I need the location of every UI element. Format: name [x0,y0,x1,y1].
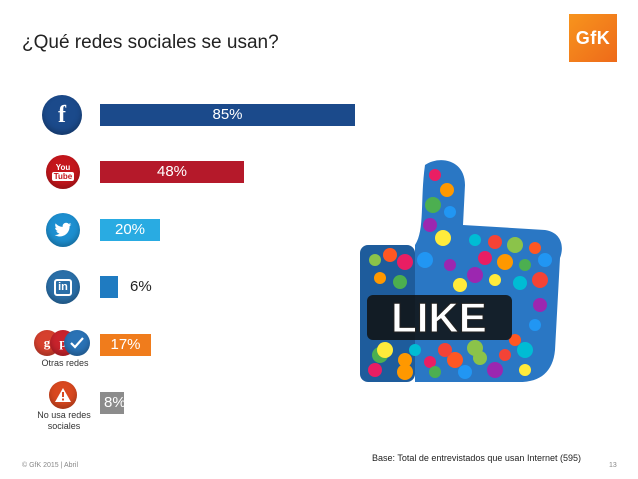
collage-dot [423,218,437,232]
collage-dot [435,230,451,246]
collage-dot [447,352,463,368]
page-title: ¿Qué redes sociales se usan? [22,32,279,53]
collage-dot [424,356,436,368]
collage-dot [467,267,483,283]
collage-dot [397,364,413,380]
collage-dot [509,334,521,346]
gfk-logo: GfK [569,14,617,62]
bar-value-label-5: 17% [110,336,141,353]
twitter-icon [46,213,80,247]
warning-icon [49,381,77,409]
collage-dot [368,363,382,377]
collage-dot [453,278,467,292]
collage-dot [369,254,381,266]
collage-dot [517,342,533,358]
bar-value-label-4: 6% [130,278,152,295]
collage-dot [519,364,531,376]
collage-dot [438,343,452,357]
no-usa-label-line2: sociales [47,421,81,431]
collage-dot [538,253,552,267]
collage-dot [529,242,541,254]
like-thumbs-up-illustration: LIKE [360,160,562,382]
warning-triangle-icon [55,388,71,402]
collage-dot [429,366,441,378]
collage-dot [487,362,503,378]
bar-4 [100,276,118,298]
bar-1 [100,104,355,126]
youtube-icon-tube: Tube [51,172,75,181]
check-icon [70,337,84,349]
collage-dot [497,254,513,270]
bar-value-label-6: 8% [104,394,126,411]
collage-dot [499,349,511,361]
youtube-icon-you: You [55,163,71,172]
twitter-bird-icon [54,222,72,237]
collage-dot [377,342,393,358]
bar-value-label-2: 48% [156,163,188,180]
collage-dot [489,274,501,286]
collage-dot [383,248,397,262]
collage-dot [444,259,456,271]
collage-dot [458,365,472,379]
collage-dot [409,344,421,356]
collage-dot [393,275,407,289]
collage-dot [488,235,502,249]
collage-dot [513,276,527,290]
linkedin-badge: in [54,278,72,296]
collage-dot [533,298,547,312]
like-text: LIKE [391,294,487,341]
collage-dot [444,206,456,218]
youtube-icon: You Tube [46,155,80,189]
collage-dot [417,252,433,268]
collage-dot [532,272,548,288]
bar-2 [100,161,244,183]
collage-dot [478,251,492,265]
no-usa-label: No usa redes sociales [25,410,103,432]
collage-dot [397,254,413,270]
collage-dot [519,259,531,271]
collage-dot [398,353,412,367]
base-note: Base: Total de entrevistados que usan In… [372,453,581,463]
facebook-icon: f [42,95,82,135]
collage-dot [374,272,386,284]
page-number: 13 [609,462,617,469]
no-usa-label-line1: No usa redes [37,410,91,420]
bar-value-label-3: 20% [114,221,146,238]
collage-dot [429,169,441,181]
social-icons-collage [368,169,552,380]
bar-3 [100,219,160,241]
collage-dot [425,197,441,213]
foursquare-check-icon [64,330,90,356]
collage-dot [529,319,541,331]
collage-dot [440,183,454,197]
collage-dot [469,234,481,246]
bar-5 [100,334,151,356]
otras-redes-label: Otras redes [41,358,89,368]
linkedin-icon: in [46,270,80,304]
collage-dot [467,340,483,356]
like-text-backdrop [367,295,512,340]
bar-value-label-1: 85% [212,106,243,123]
footer-copyright: © GfK 2015 | Abril [22,462,79,469]
collage-dot [507,237,523,253]
bar-6 [100,392,124,414]
